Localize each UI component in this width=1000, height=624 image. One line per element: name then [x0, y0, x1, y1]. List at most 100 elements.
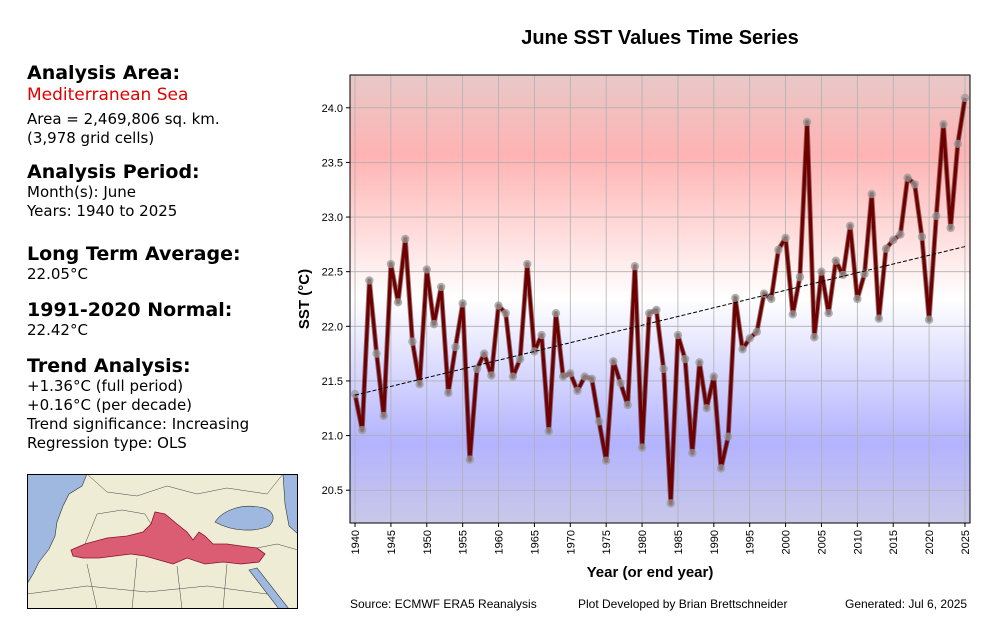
data-point	[537, 330, 546, 340]
data-point	[896, 230, 905, 239]
data-point	[558, 372, 568, 381]
data-point	[645, 309, 654, 318]
data-point	[444, 388, 453, 398]
data-point	[637, 443, 647, 452]
data-point	[594, 417, 604, 426]
data-point	[436, 282, 446, 292]
data-point	[924, 315, 934, 324]
data-point	[501, 309, 510, 318]
data-point	[795, 272, 805, 282]
y-tick-label: 22.0	[322, 321, 343, 333]
data-point	[939, 119, 948, 129]
data-point	[723, 432, 733, 441]
map-borders	[27, 474, 298, 609]
data-point	[393, 298, 403, 307]
data-point	[903, 173, 912, 182]
data-point	[566, 369, 575, 378]
x-tick-label: 1975	[601, 530, 613, 554]
x-tick-label: 2025	[960, 530, 972, 554]
data-point	[422, 265, 431, 274]
y-tick-label: 23.0	[322, 212, 343, 224]
data-point	[487, 371, 496, 380]
data-point	[802, 117, 812, 127]
data-point	[702, 404, 711, 413]
data-point	[781, 233, 790, 243]
developer-text: Plot Developed by Brian Brettschneider	[578, 597, 788, 611]
data-point	[573, 386, 582, 395]
data-point	[530, 347, 539, 356]
normal-heading: 1991-2020 Normal:	[27, 299, 233, 321]
data-point	[853, 294, 862, 304]
x-tick-label: 1950	[422, 530, 434, 554]
data-point	[824, 309, 833, 318]
data-point	[609, 357, 618, 366]
caspian-sea	[282, 474, 298, 535]
normal-value: 22.42°C	[27, 321, 88, 339]
x-tick-label: 1980	[637, 530, 649, 554]
data-point	[401, 234, 410, 244]
y-tick-label: 21.0	[322, 431, 343, 443]
lta-value: 22.05°C	[27, 265, 88, 283]
data-point	[709, 372, 719, 381]
y-axis-label: SST (°C)	[296, 269, 313, 329]
data-point	[630, 262, 640, 271]
data-point	[494, 301, 503, 310]
data-point	[652, 305, 661, 315]
lta-heading: Long Term Average:	[27, 243, 241, 265]
series-line	[353, 97, 967, 505]
map-frame	[27, 474, 298, 609]
area-heading: Analysis Area:	[27, 62, 181, 84]
black-sea	[214, 505, 274, 531]
data-point	[372, 349, 381, 358]
data-point	[688, 448, 697, 458]
data-point	[365, 276, 374, 285]
data-point	[350, 389, 360, 399]
data-point	[429, 319, 439, 329]
atlantic-ocean	[27, 474, 88, 585]
data-point	[408, 337, 417, 346]
grid-cells: (3,978 grid cells)	[27, 129, 155, 147]
x-tick-label: 2005	[816, 530, 828, 554]
regression-type: Regression type: OLS	[27, 434, 187, 452]
red-sea	[248, 567, 290, 609]
data-point	[479, 349, 489, 358]
trend-significance: Trend significance: Increasing	[27, 415, 250, 433]
x-tick-label: 1955	[458, 530, 470, 554]
data-point	[666, 499, 675, 508]
data-point	[357, 425, 367, 435]
data-point	[953, 139, 963, 149]
x-tick-label: 1995	[745, 530, 757, 554]
data-point	[695, 358, 704, 367]
area-size: Area = 2,469,806 sq. km.	[27, 110, 220, 128]
x-tick-label: 1970	[565, 530, 577, 554]
x-tick-label: 1990	[709, 530, 721, 554]
data-point	[874, 314, 884, 323]
data-point	[845, 221, 855, 230]
data-point	[867, 189, 876, 199]
data-point	[932, 211, 941, 221]
data-point	[623, 400, 632, 410]
period-heading: Analysis Period:	[27, 161, 200, 183]
data-point	[415, 380, 424, 389]
data-point	[659, 364, 668, 374]
data-point	[465, 455, 475, 464]
trend-heading: Trend Analysis:	[27, 355, 191, 377]
x-tick-label: 2020	[924, 530, 936, 554]
data-point	[831, 256, 841, 265]
y-tick-label: 20.5	[322, 485, 343, 497]
plot-background	[350, 75, 970, 523]
x-tick-label: 1945	[386, 530, 398, 554]
analysis-panel: Analysis Area: Mediterranean Sea Area = …	[27, 62, 297, 466]
trend-decade: +0.16°C (per decade)	[27, 396, 193, 414]
y-tick-label: 24.0	[322, 103, 343, 115]
data-point	[788, 310, 797, 319]
data-point	[917, 232, 927, 241]
trend-line	[354, 246, 966, 396]
data-point	[472, 364, 482, 374]
generated-text: Generated: Jul 6, 2025	[845, 597, 968, 611]
x-tick-label: 2010	[852, 530, 864, 554]
data-point	[551, 309, 561, 318]
data-point	[451, 342, 460, 352]
data-point	[731, 293, 740, 303]
data-point	[458, 299, 467, 308]
